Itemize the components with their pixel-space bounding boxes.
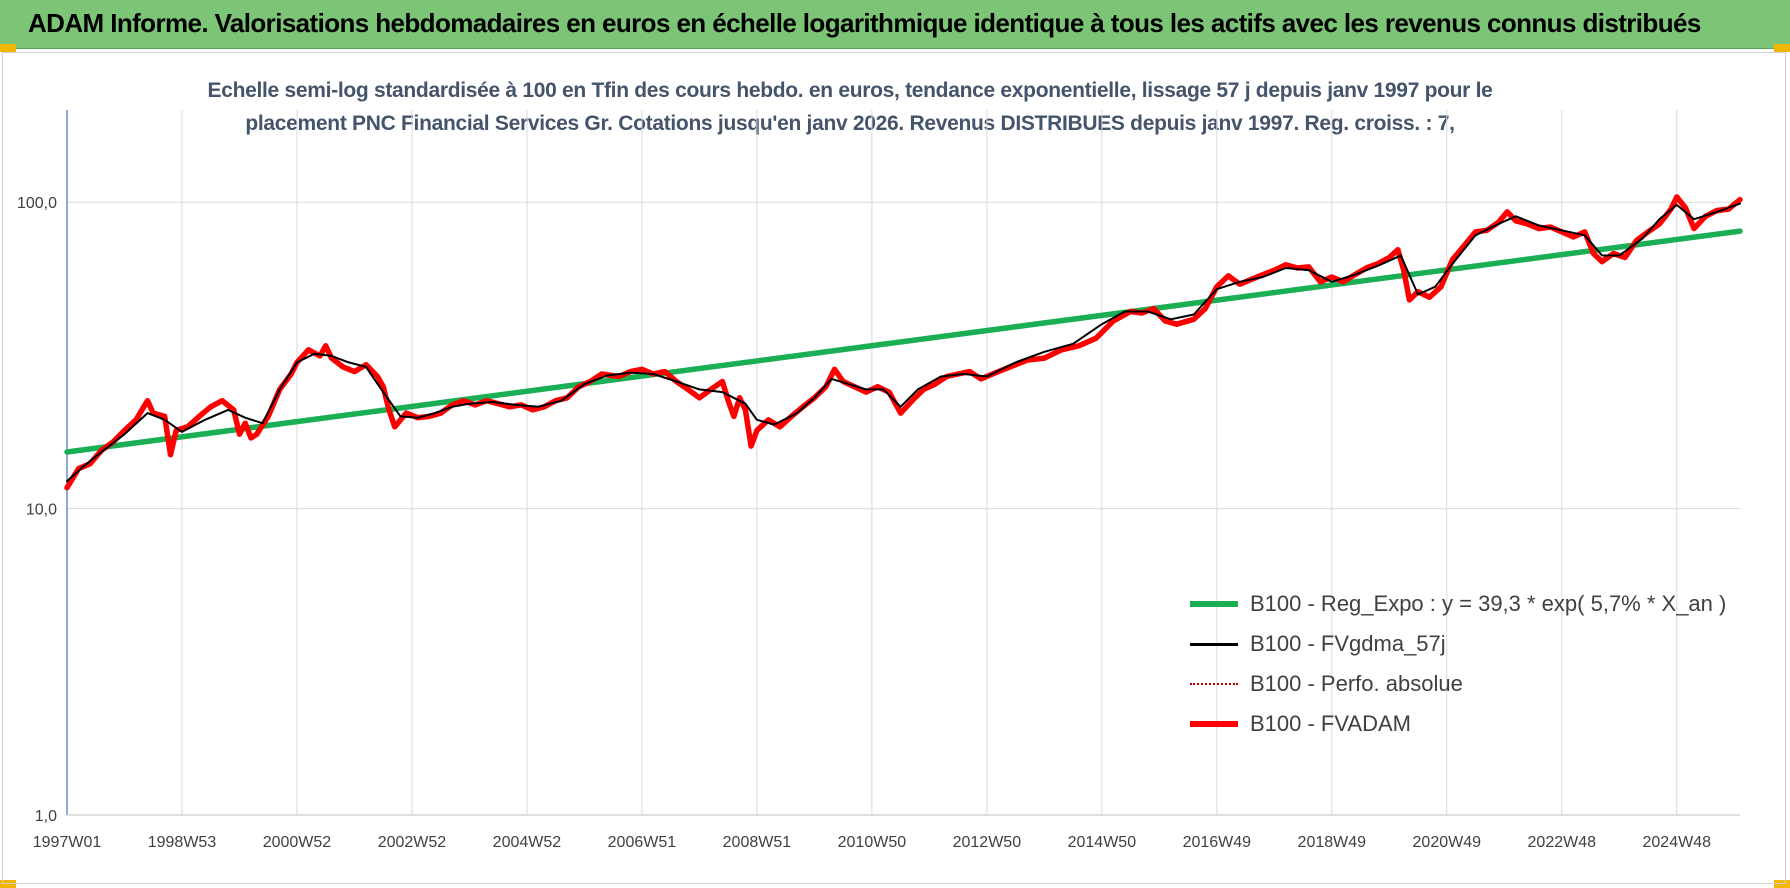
x-tick-label: 2022W48 xyxy=(1528,834,1597,851)
legend-label-perfo-absolue: B100 - Perfo. absolue xyxy=(1250,671,1463,696)
series-layer xyxy=(64,194,1743,491)
y-tick-label: 10,0 xyxy=(26,502,57,519)
series-line-1 xyxy=(66,202,1741,483)
legend-item-fvadam: B100 - FVADAM xyxy=(1190,704,1726,744)
report-title: ADAM Informe. Valorisations hebdomadaire… xyxy=(28,8,1701,38)
chart-title-line-1: Echelle semi-log standardisée à 100 en T… xyxy=(207,79,1493,102)
legend-item-perfo-absolue: B100 - Perfo. absolue xyxy=(1190,664,1726,704)
corner-marker-bottom-right xyxy=(1774,880,1790,888)
x-tick-label: 2008W51 xyxy=(723,834,792,851)
x-tick-label: 2016W49 xyxy=(1183,834,1252,851)
legend-swatch-fvgdma xyxy=(1190,642,1238,646)
x-tick-label: 2004W52 xyxy=(493,834,562,851)
corner-marker-bottom-left xyxy=(0,880,16,888)
x-tick-label: 2002W52 xyxy=(378,834,447,851)
legend-item-fvgdma: B100 - FVgdma_57j xyxy=(1190,624,1726,664)
legend-swatch-reg-expo xyxy=(1190,601,1238,607)
axis-layer: 1,0 10,0 100,0 1997W01 1998W53 2000W52 2002W52… xyxy=(17,110,1740,851)
x-tick-label: 2020W49 xyxy=(1413,834,1482,851)
series-line-0 xyxy=(64,228,1743,455)
legend-swatch-perfo-absolue xyxy=(1190,683,1238,685)
chart-title: Echelle semi-log standardisée à 100 en T… xyxy=(200,74,1500,140)
header-bar: ADAM Informe. Valorisations hebdomadaire… xyxy=(0,0,1790,49)
x-tick-label: 2006W51 xyxy=(608,834,677,851)
legend-swatch-fvadam xyxy=(1190,721,1238,727)
legend-label-fvadam: B100 - FVADAM xyxy=(1250,711,1411,736)
chart-title-line-2: placement PNC Financial Services Gr. Cot… xyxy=(245,112,1455,135)
x-tick-label: 2010W50 xyxy=(838,834,907,851)
x-tick-label: 2000W52 xyxy=(263,834,332,851)
y-tick-label: 100,0 xyxy=(17,195,57,212)
x-tick-label: 1998W53 xyxy=(148,834,217,851)
x-tick-label: 2014W50 xyxy=(1068,834,1137,851)
x-tick-label: 2012W50 xyxy=(953,834,1022,851)
chart-frame xyxy=(2,52,1786,884)
legend-item-reg-expo: B100 - Reg_Expo : y = 39,3 * exp( 5,7% *… xyxy=(1190,584,1726,624)
x-tick-label: 2018W49 xyxy=(1298,834,1367,851)
legend-label-reg-expo: B100 - Reg_Expo : y = 39,3 * exp( 5,7% *… xyxy=(1250,591,1727,616)
corner-marker-top-right xyxy=(1774,44,1790,52)
y-tick-label: 1,0 xyxy=(35,808,57,825)
legend-label-fvgdma: B100 - FVgdma_57j xyxy=(1250,631,1446,656)
x-tick-label: 2024W48 xyxy=(1643,834,1712,851)
legend: B100 - Reg_Expo : y = 39,3 * exp( 5,7% *… xyxy=(1190,584,1726,744)
x-tick-label: 1997W01 xyxy=(33,834,102,851)
corner-marker-top-left xyxy=(0,44,16,52)
